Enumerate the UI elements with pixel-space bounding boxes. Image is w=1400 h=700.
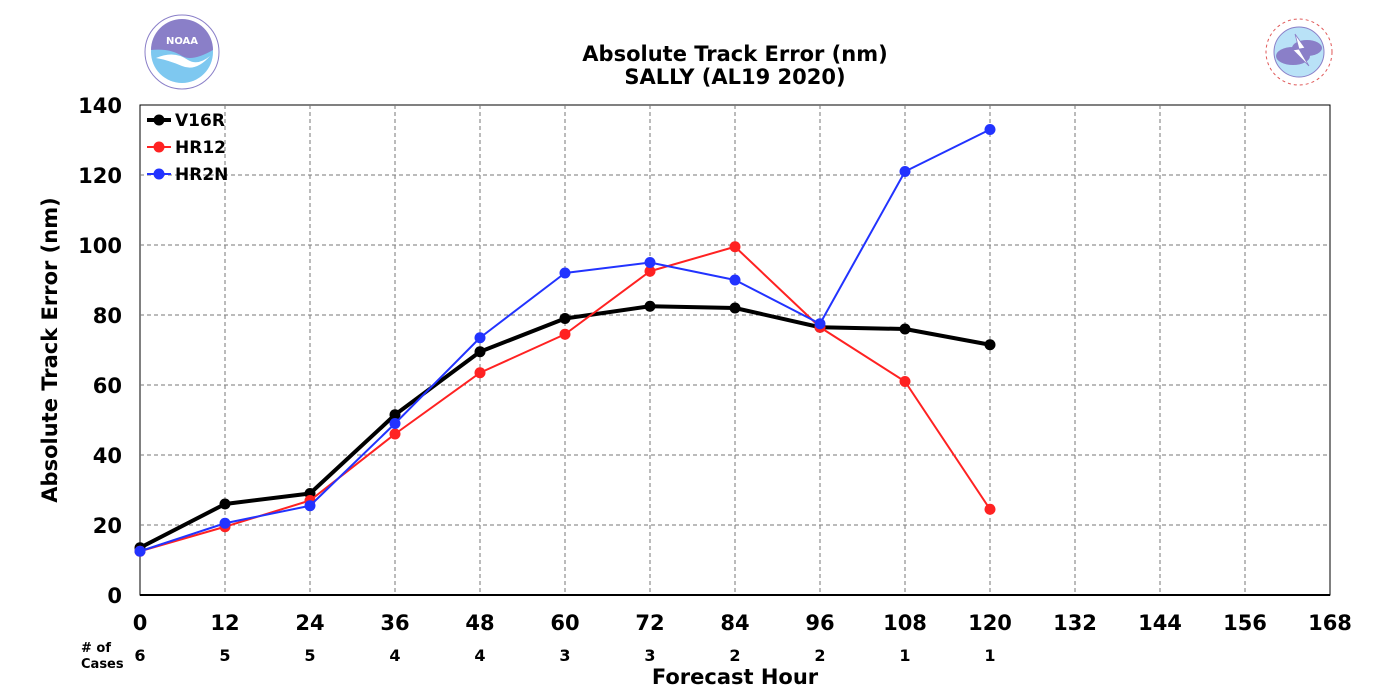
data-point-hr12: [984, 503, 996, 515]
data-point-v16r: [389, 409, 401, 421]
series-group: [134, 124, 996, 557]
data-point-hr2n: [729, 274, 741, 286]
data-point-v16r: [729, 302, 741, 314]
legend-marker-v16r: [153, 114, 165, 126]
legend-marker-hr12: [153, 141, 165, 153]
legend: V16R HR12 HR2N: [147, 111, 228, 185]
x-tick-label: 96: [805, 611, 834, 635]
x-tick-label: 144: [1138, 611, 1182, 635]
data-point-hr12: [729, 241, 741, 253]
data-point-hr2n: [219, 517, 231, 529]
legend-label-hr2n: HR2N: [175, 165, 228, 185]
data-point-v16r: [644, 300, 656, 312]
cases-count: 1: [984, 646, 995, 665]
x-tick-label: 108: [883, 611, 927, 635]
chart-title: Absolute Track Error (nm): [582, 42, 887, 66]
y-tick-label: 40: [93, 444, 122, 468]
cases-count: 3: [644, 646, 655, 665]
data-point-hr12: [559, 328, 571, 340]
y-tick-label: 60: [93, 374, 122, 398]
x-tick-label: 60: [550, 611, 579, 635]
tick-labels: 0 12 24 36 48 60 72 84 96 108 120 132 144 156 168 0 20 40…: [78, 94, 1352, 635]
data-point-v16r: [559, 313, 571, 324]
cases-count: 3: [559, 646, 570, 665]
cases-count: 4: [389, 646, 400, 665]
data-point-hr2n: [559, 267, 571, 279]
cases-count: 1: [899, 646, 910, 665]
x-tick-label: 36: [380, 611, 409, 635]
cases-label-line1: # of: [81, 641, 111, 656]
legend-marker-hr2n: [153, 168, 165, 180]
x-tick-label: 120: [968, 611, 1012, 635]
cases-count: 2: [814, 646, 825, 665]
noaa-logo-icon: NOAA: [144, 14, 220, 90]
data-point-hr2n: [474, 332, 486, 344]
x-axis-label: Forecast Hour: [652, 665, 819, 689]
cases-count: 5: [304, 646, 315, 665]
cases-count: 6: [134, 646, 145, 665]
data-point-hr2n: [899, 166, 911, 177]
x-tick-label: 168: [1308, 611, 1352, 635]
chart-subtitle: SALLY (AL19 2020): [624, 65, 845, 89]
cases-count: 2: [729, 646, 740, 665]
data-point-v16r: [899, 323, 911, 335]
data-point-hr2n: [984, 124, 996, 135]
noaa-logo-text: NOAA: [166, 36, 198, 47]
cases-row: 6 5 5 4 4 3 3 2 2 1 1: [134, 646, 995, 665]
cases-label-line2: Cases: [81, 657, 124, 672]
y-tick-label: 140: [78, 94, 122, 118]
data-point-hr12: [389, 428, 401, 440]
x-tick-label: 72: [635, 611, 664, 635]
x-tick-label: 84: [720, 611, 749, 635]
y-tick-label: 80: [93, 304, 122, 328]
x-tick-label: 12: [210, 611, 239, 635]
data-point-v16r: [474, 346, 486, 358]
legend-label-hr12: HR12: [175, 138, 226, 158]
cases-count: 5: [219, 646, 230, 665]
data-point-hr2n: [389, 418, 401, 429]
x-tick-label: 0: [133, 611, 148, 635]
y-axis-label: Absolute Track Error (nm): [38, 197, 62, 502]
data-point-hr2n: [644, 257, 656, 268]
data-point-hr12: [899, 376, 911, 387]
data-point-v16r: [984, 339, 996, 351]
data-point-hr12: [474, 367, 486, 379]
data-point-hr2n: [814, 318, 826, 330]
y-tick-label: 120: [78, 164, 122, 188]
data-point-hr2n: [134, 545, 146, 557]
y-tick-label: 100: [78, 234, 122, 258]
legend-label-v16r: V16R: [175, 111, 225, 131]
x-tick-label: 24: [295, 611, 324, 635]
data-point-hr2n: [304, 500, 316, 512]
data-point-hr12: [644, 265, 656, 277]
data-point-v16r: [219, 498, 231, 510]
x-tick-label: 132: [1053, 611, 1097, 635]
cases-count: 4: [474, 646, 485, 665]
nws-logo-icon: [1262, 15, 1336, 89]
x-tick-label: 48: [465, 611, 494, 635]
y-tick-label: 0: [107, 584, 122, 608]
x-tick-label: 156: [1223, 611, 1267, 635]
y-tick-label: 20: [93, 514, 122, 538]
